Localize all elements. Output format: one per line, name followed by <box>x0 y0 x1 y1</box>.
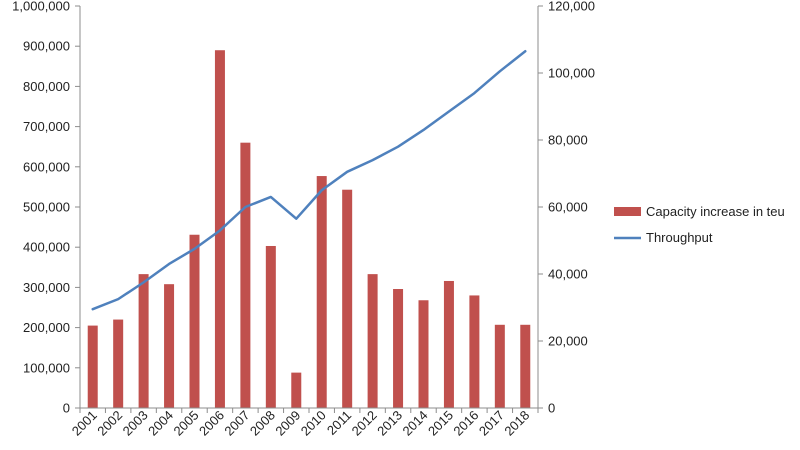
legend-swatch-capacity <box>614 207 641 216</box>
left-tick-label: 800,000 <box>23 79 70 94</box>
bar-2010 <box>316 176 327 408</box>
right-tick-label: 100,000 <box>548 66 595 81</box>
left-tick-label: 300,000 <box>23 280 70 295</box>
left-tick-label: 1,000,000 <box>12 0 70 14</box>
x-tick-label: 2018 <box>501 408 532 439</box>
legend-label-throughput: Throughput <box>646 230 713 245</box>
bar-2002 <box>113 319 124 408</box>
legend: Capacity increase in teu Throughput <box>614 204 785 245</box>
left-tick-label: 100,000 <box>23 360 70 375</box>
bar-2017 <box>494 324 505 408</box>
x-tick-label: 2003 <box>120 408 151 439</box>
left-tick-label: 200,000 <box>23 320 70 335</box>
bar-2014 <box>418 300 429 408</box>
bar-2007 <box>240 142 251 408</box>
x-tick-label: 2001 <box>69 408 100 439</box>
bar-2011 <box>342 189 353 408</box>
right-tick-label: 80,000 <box>548 133 588 148</box>
left-tick-label: 500,000 <box>23 200 70 215</box>
bar-2005 <box>189 234 200 408</box>
legend-label-capacity: Capacity increase in teu <box>646 204 785 219</box>
axes: 0 100,000 200,000 300,000 400,000 500,000 600,… <box>12 0 595 439</box>
bar-series <box>87 50 531 408</box>
bar-2004 <box>164 284 175 408</box>
bar-2015 <box>443 280 454 408</box>
bar-2013 <box>393 289 404 408</box>
x-tick-label: 2009 <box>272 408 303 439</box>
left-tick-label: 700,000 <box>23 119 70 134</box>
right-tick-label: 20,000 <box>548 334 588 349</box>
bar-2012 <box>367 274 378 408</box>
x-tick-label: 2008 <box>247 408 278 439</box>
x-tick-label: 2012 <box>349 408 380 439</box>
left-tick-label: 600,000 <box>23 159 70 174</box>
left-tick-label: 0 <box>63 401 70 416</box>
bar-2018 <box>520 324 531 408</box>
bar-2009 <box>291 372 302 408</box>
bar-2003 <box>138 274 149 408</box>
bar-2008 <box>265 245 276 408</box>
x-tick-label: 2002 <box>94 408 125 439</box>
x-tick-label: 2014 <box>400 408 431 439</box>
x-tick-label: 2015 <box>425 408 456 439</box>
x-tick-label: 2011 <box>324 408 354 438</box>
right-tick-label: 40,000 <box>548 267 588 282</box>
bar-2001 <box>87 325 98 408</box>
left-tick-label: 900,000 <box>23 39 70 54</box>
x-tick-label: 2005 <box>171 408 202 439</box>
x-tick-label: 2004 <box>145 408 176 439</box>
x-tick-label: 2013 <box>374 408 405 439</box>
left-tick-label: 400,000 <box>23 240 70 255</box>
x-tick-label: 2006 <box>196 408 227 439</box>
right-tick-label: 120,000 <box>548 0 595 14</box>
right-tick-label: 60,000 <box>548 200 588 215</box>
x-tick-label: 2007 <box>221 408 252 439</box>
x-tick-label: 2017 <box>476 408 507 439</box>
x-tick-label: 2010 <box>298 408 329 439</box>
x-tick-label: 2016 <box>450 408 481 439</box>
bar-2016 <box>469 295 480 408</box>
line-series <box>91 49 527 311</box>
right-tick-label: 0 <box>548 401 555 416</box>
throughput-line <box>91 49 527 311</box>
